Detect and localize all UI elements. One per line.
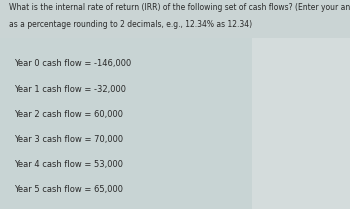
Text: What is the internal rate of return (IRR) of the following set of cash flows? (E: What is the internal rate of return (IRR… [9,3,350,12]
Text: Year 4 cash flow = 53,000: Year 4 cash flow = 53,000 [14,160,123,169]
Text: as a percentage rounding to 2 decimals, e.g., 12.34% as 12.34): as a percentage rounding to 2 decimals, … [9,20,252,29]
FancyBboxPatch shape [0,0,252,209]
FancyBboxPatch shape [252,0,350,209]
Text: Year 2 cash flow = 60,000: Year 2 cash flow = 60,000 [14,110,123,119]
Text: Year 1 cash flow = -32,000: Year 1 cash flow = -32,000 [14,85,126,94]
Text: Year 5 cash flow = 65,000: Year 5 cash flow = 65,000 [14,185,123,194]
Text: Year 3 cash flow = 70,000: Year 3 cash flow = 70,000 [14,135,123,144]
Text: Year 0 cash flow = -146,000: Year 0 cash flow = -146,000 [14,59,131,68]
FancyBboxPatch shape [0,0,350,38]
